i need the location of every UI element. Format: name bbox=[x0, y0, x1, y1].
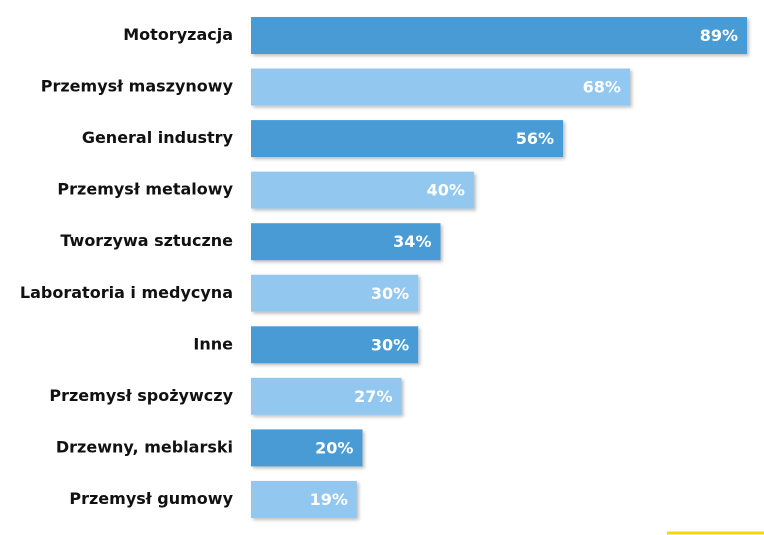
value-label: 27% bbox=[354, 387, 392, 406]
bar bbox=[251, 223, 441, 261]
bar bbox=[251, 171, 474, 209]
value-label: 20% bbox=[315, 438, 353, 457]
category-label: Inne bbox=[193, 334, 233, 353]
category-label: Przemysł gumowy bbox=[69, 489, 233, 508]
bar bbox=[251, 429, 363, 467]
bar bbox=[251, 120, 564, 158]
bar bbox=[251, 480, 357, 518]
value-label: 34% bbox=[393, 232, 431, 251]
value-label: 89% bbox=[700, 26, 738, 45]
value-label: 40% bbox=[427, 181, 465, 200]
bar bbox=[251, 68, 630, 106]
bar bbox=[251, 17, 747, 54]
value-label: 30% bbox=[371, 335, 409, 354]
bar bbox=[251, 377, 402, 415]
category-label: Laboratoria i medycyna bbox=[20, 283, 233, 302]
value-label: 30% bbox=[371, 284, 409, 303]
category-label: Drzewny, meblarski bbox=[56, 437, 233, 456]
category-label: Przemysł metalowy bbox=[57, 180, 233, 199]
value-label: 68% bbox=[583, 78, 621, 97]
category-label: Przemysł maszynowy bbox=[41, 77, 234, 96]
value-label: 56% bbox=[516, 129, 554, 148]
category-label: Motoryzacja bbox=[123, 25, 233, 44]
value-label: 19% bbox=[310, 490, 348, 509]
category-label: Tworzywa sztuczne bbox=[60, 231, 233, 250]
category-label: General industry bbox=[82, 128, 234, 147]
category-label: Przemysł spożywczy bbox=[49, 386, 233, 405]
bar bbox=[251, 326, 419, 364]
bar bbox=[251, 274, 419, 312]
